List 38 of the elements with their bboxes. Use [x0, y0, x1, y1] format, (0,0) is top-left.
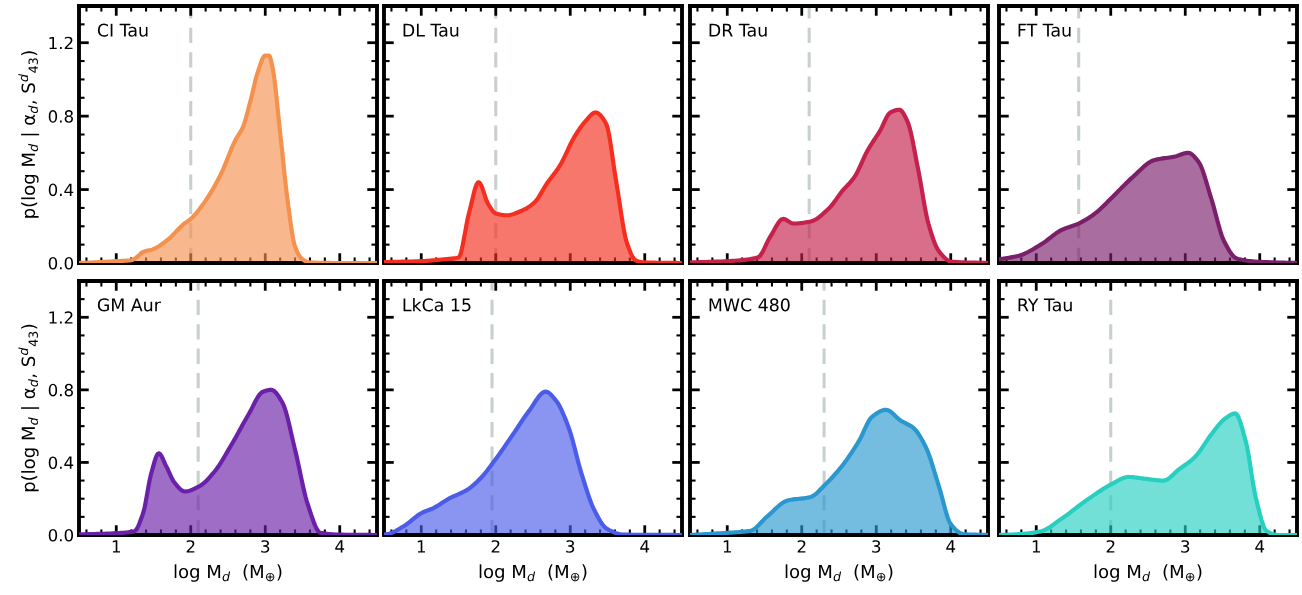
- x-tick-label: 3: [566, 540, 575, 553]
- x-tick-label: 2: [491, 540, 500, 553]
- y-tick-label: 1.2: [49, 36, 73, 50]
- text: FT Tau: [1018, 23, 1071, 37]
- x-tick-label: 4: [335, 540, 345, 553]
- text: MWC 480: [709, 298, 790, 312]
- x-tick-label: 1: [723, 540, 732, 553]
- text: GM Aur: [97, 298, 161, 312]
- x-tick-label: 1: [112, 540, 121, 553]
- y-axis-title: p(log M$_{d}$ | α$_{d}$, S$^{d}$$_{43}$): [18, 51, 40, 218]
- y-tick-label: 0.4: [48, 456, 74, 469]
- x-axis-title: log M$_{d}$ (M$_{⊕}$): [479, 564, 587, 582]
- x-tick-label: 3: [1181, 540, 1190, 553]
- text: LkCa 15: [403, 298, 471, 312]
- x-axis-title: log M$_{d}$ (M$_{⊕}$): [1094, 564, 1202, 582]
- x-tick-label: 4: [1255, 540, 1265, 553]
- x-tick-label: 1: [1032, 540, 1041, 553]
- x-tick-label: 3: [872, 540, 881, 553]
- x-tick-label: 4: [946, 540, 956, 553]
- y-tick-label: 0.0: [48, 528, 74, 542]
- y-tick-label: 0.0: [48, 256, 74, 270]
- y-tick-label: 0.8: [48, 383, 73, 397]
- x-tick-label: 3: [261, 540, 270, 553]
- text: CI Tau: [97, 23, 148, 37]
- text: DR Tau: [709, 23, 767, 37]
- text: DL Tau: [403, 23, 459, 37]
- text: RY Tau: [1018, 298, 1072, 312]
- x-tick-label: 2: [186, 540, 195, 553]
- x-tick-label: 4: [640, 540, 650, 553]
- y-axis-title: p(log M$_{d}$ | α$_{d}$, S$^{d}$$_{43}$): [18, 324, 40, 492]
- x-axis-title: log M$_{d}$ (M$_{⊕}$): [785, 564, 893, 582]
- x-tick-label: 2: [797, 540, 806, 553]
- y-tick-label: 1.2: [49, 311, 73, 324]
- y-tick-label: 0.4: [48, 183, 74, 197]
- y-tick-label: 0.8: [48, 110, 73, 123]
- x-axis-title: log M$_{d}$ (M$_{⊕}$): [174, 564, 282, 582]
- x-tick-label: 2: [1106, 540, 1115, 553]
- x-tick-label: 1: [417, 540, 426, 553]
